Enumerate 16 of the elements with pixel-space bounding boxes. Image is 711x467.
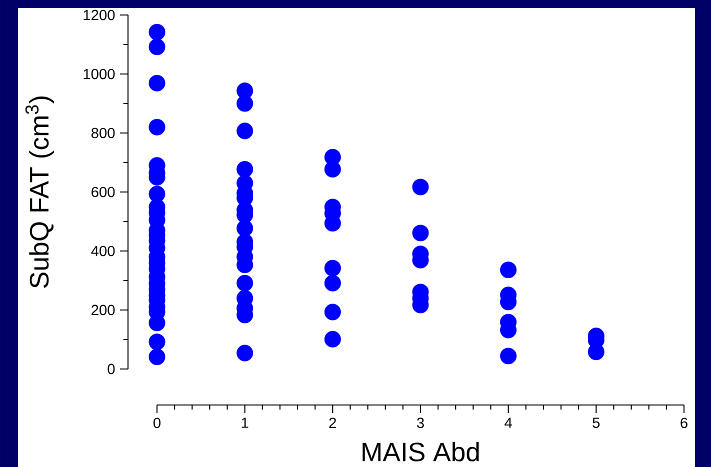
x-tick-label: 0 <box>153 418 160 428</box>
y-axis-title: SubQ FAT (cm$^{3}$) <box>25 96 54 288</box>
y-tick-label: 0 <box>108 364 115 374</box>
y-tick-label: 1200 <box>84 10 115 20</box>
x-tick-label: 3 <box>416 418 424 428</box>
y-tick-label: 200 <box>92 304 115 316</box>
x-axis-title: MAIS Abd <box>362 442 479 462</box>
x-tick-label: 4 <box>504 418 512 428</box>
y-tick-label: 1000 <box>84 68 115 80</box>
x-tick-label: 1 <box>242 418 248 428</box>
x-tick-label: 5 <box>592 418 600 428</box>
x-tick-label: 2 <box>329 418 336 428</box>
y-tick-label: 600 <box>92 186 115 198</box>
x-tick-label: 6 <box>680 418 688 428</box>
y-tick-label: 800 <box>91 128 115 138</box>
y-tick-label: 400 <box>91 246 115 256</box>
